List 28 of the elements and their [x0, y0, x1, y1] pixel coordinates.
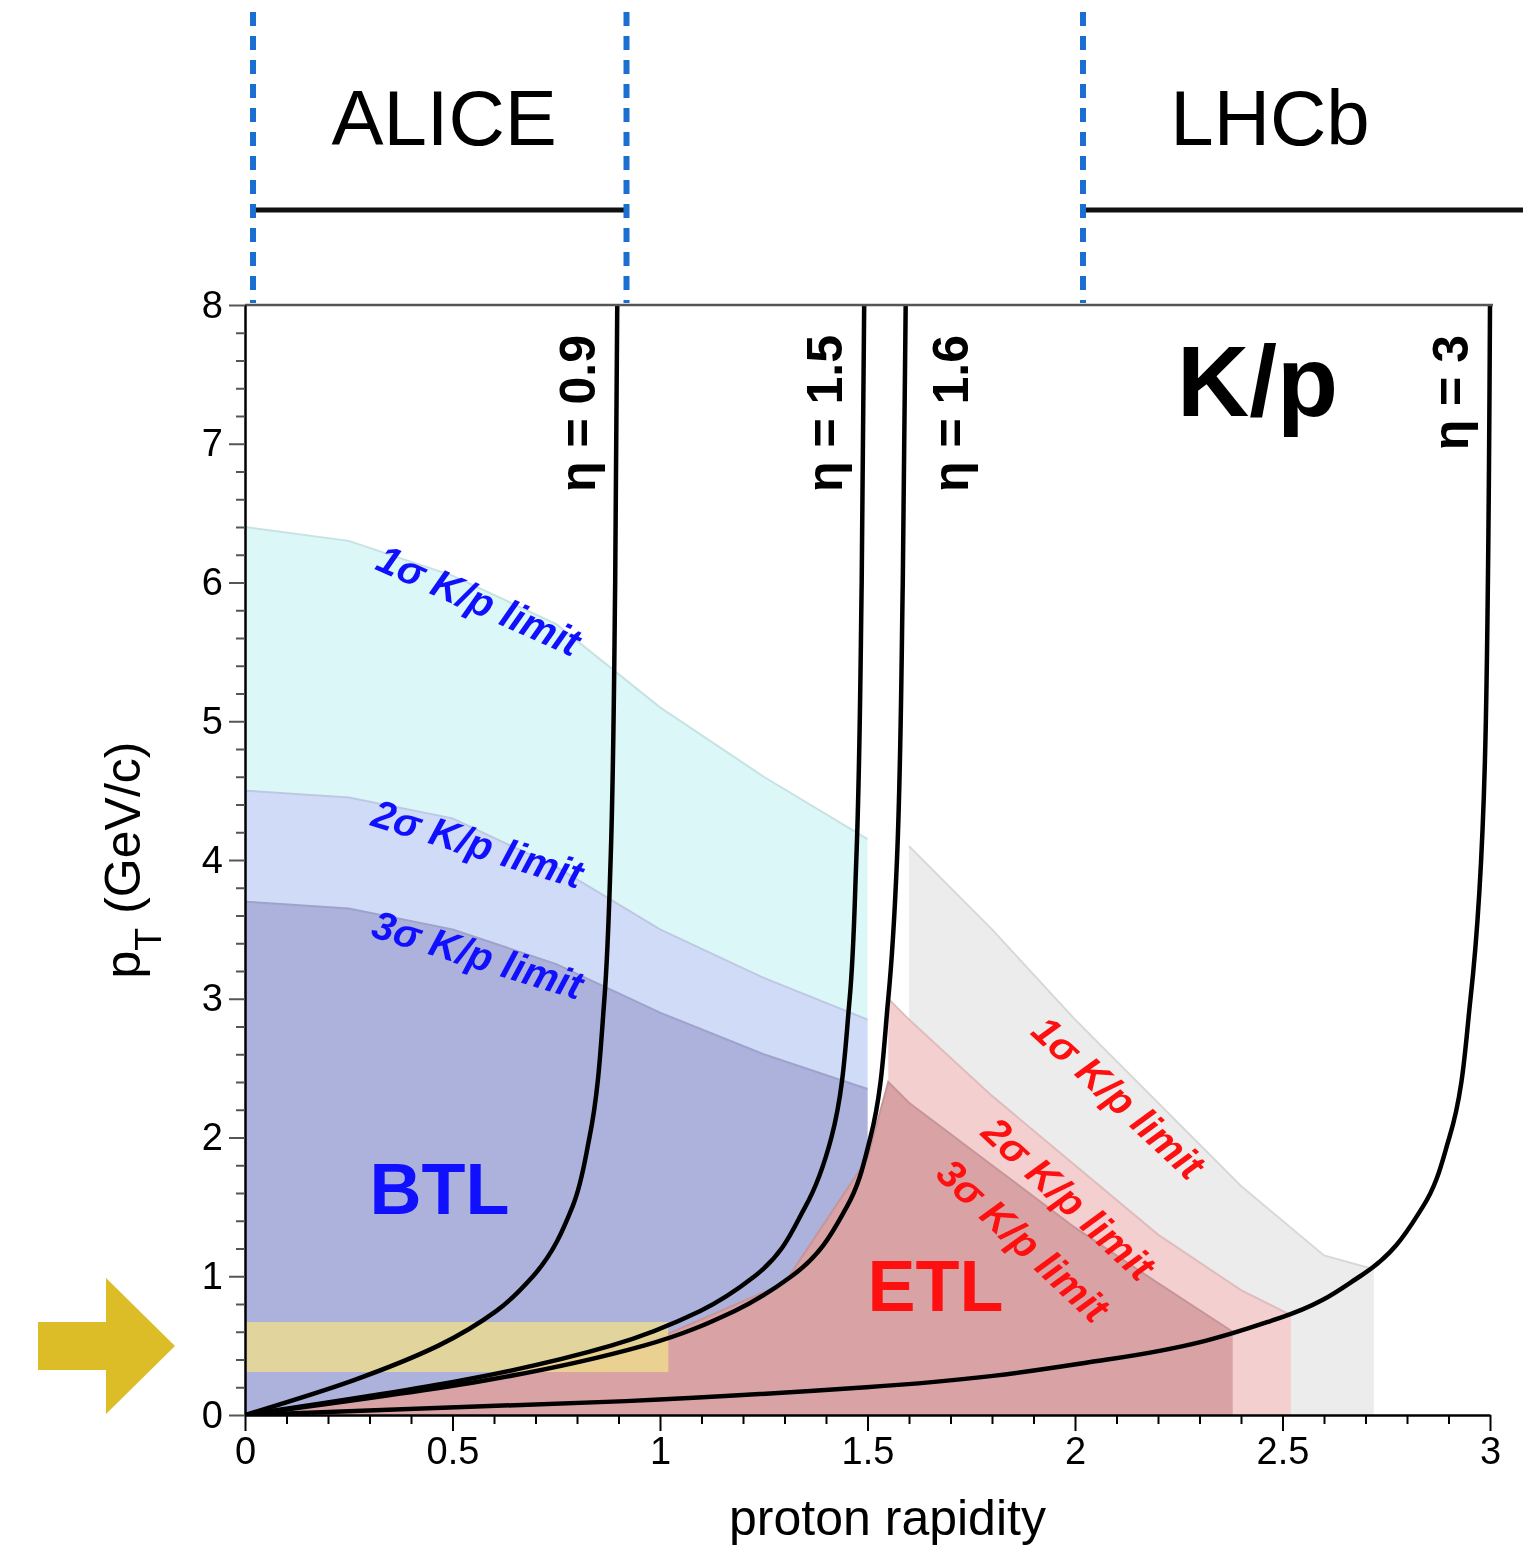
y-tick-label: 5 — [201, 699, 223, 742]
annotation: 3σ K/p limit — [367, 901, 590, 1009]
x-axis-title: proton rapidity — [729, 1490, 1046, 1546]
text: ALICE — [331, 74, 557, 162]
text: η = 1.5 — [797, 335, 854, 493]
y-tick-label: 1 — [201, 1254, 223, 1297]
annotation: 2σ K/p limit — [366, 790, 590, 898]
y-tick-label: 6 — [201, 561, 223, 604]
text: η = 1.6 — [922, 335, 979, 493]
x-tick-label: 2 — [1064, 1429, 1087, 1472]
chart-title: K/p — [1177, 325, 1339, 437]
annotation: 1σ K/p limit — [370, 535, 589, 666]
x-tick-label: 0 — [234, 1429, 257, 1472]
x-tick-label: 2.5 — [1256, 1429, 1310, 1472]
x-tick-label: 0.5 — [426, 1429, 480, 1472]
y-tick-label: 4 — [201, 838, 223, 881]
x-tick-label: 3 — [1479, 1429, 1502, 1472]
annotation: BTL — [369, 1148, 510, 1229]
text: η = 3 — [1423, 335, 1479, 451]
y-tick-label: 0 — [201, 1393, 223, 1436]
y-tick-label: 8 — [201, 283, 223, 326]
y-tick-label: 7 — [201, 422, 223, 465]
text: LHCb — [1170, 74, 1370, 162]
text: η = 0.9 — [550, 335, 607, 493]
x-tick-label: 1 — [649, 1429, 672, 1472]
x-tick-label: 1.5 — [841, 1429, 895, 1472]
y-tick-label: 3 — [201, 977, 223, 1020]
y-tick-label: 2 — [201, 1116, 223, 1159]
